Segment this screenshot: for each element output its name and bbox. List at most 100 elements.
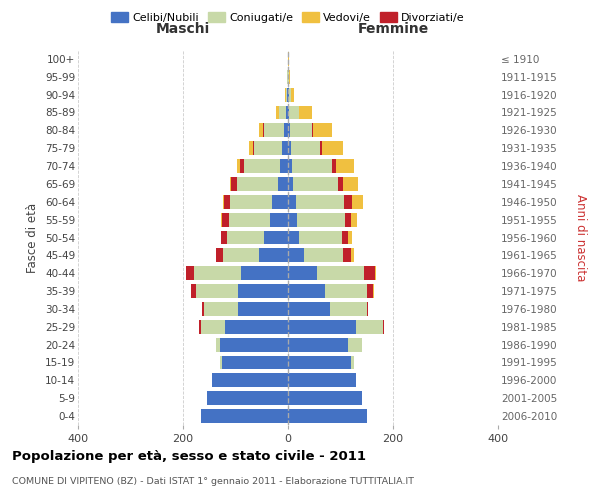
Bar (343, 248, 351, 262)
Legend: Celibi/Nubili, Coniugati/e, Vedovi/e, Divorziati/e: Celibi/Nubili, Coniugati/e, Vedovi/e, Di… (107, 8, 469, 28)
Bar (278, 106, 286, 120)
Bar (238, 302, 288, 316)
Bar (356, 320, 383, 334)
Bar (288, 195, 296, 209)
Bar (341, 230, 348, 244)
Y-axis label: Anni di nascita: Anni di nascita (574, 194, 587, 281)
Bar (230, 195, 272, 209)
Bar (348, 230, 352, 244)
Bar (272, 195, 288, 209)
Bar (280, 159, 288, 173)
Bar (230, 177, 232, 191)
Bar (288, 141, 290, 155)
Bar (240, 159, 244, 173)
Bar (351, 212, 358, 226)
Bar (220, 356, 223, 370)
Bar (351, 356, 353, 370)
Bar (282, 141, 288, 155)
Bar (202, 320, 225, 334)
Bar (330, 302, 367, 316)
Bar (299, 106, 311, 120)
Bar (277, 177, 288, 191)
Bar (223, 356, 288, 370)
Bar (299, 230, 341, 244)
Bar (199, 320, 202, 334)
Bar (289, 106, 299, 120)
Bar (237, 159, 240, 173)
Bar (191, 284, 196, 298)
Bar (263, 124, 264, 138)
Bar (253, 141, 254, 155)
Bar (288, 212, 298, 226)
Bar (290, 124, 312, 138)
Bar (332, 159, 336, 173)
Bar (215, 248, 223, 262)
Bar (202, 302, 204, 316)
Bar (215, 338, 220, 351)
Bar (229, 212, 269, 226)
Bar (351, 248, 353, 262)
Bar (364, 266, 374, 280)
Bar (221, 230, 227, 244)
Bar (227, 230, 265, 244)
Bar (236, 177, 277, 191)
Bar (312, 124, 313, 138)
Bar (288, 266, 317, 280)
Bar (293, 177, 338, 191)
Bar (298, 212, 344, 226)
Bar (193, 266, 241, 280)
Text: COMUNE DI VIPITENO (BZ) - Dati ISTAT 1° gennaio 2011 - Elaborazione TUTTITALIA.I: COMUNE DI VIPITENO (BZ) - Dati ISTAT 1° … (12, 478, 414, 486)
Bar (290, 141, 320, 155)
Bar (345, 212, 351, 226)
Bar (288, 230, 299, 244)
Bar (322, 141, 343, 155)
Bar (224, 195, 230, 209)
Bar (288, 356, 351, 370)
Bar (220, 338, 288, 351)
Bar (264, 124, 284, 138)
Bar (288, 159, 292, 173)
Bar (296, 195, 344, 209)
Y-axis label: Fasce di età: Fasce di età (26, 202, 40, 272)
Bar (349, 338, 361, 351)
Bar (212, 374, 288, 388)
Bar (202, 409, 288, 423)
Bar (225, 320, 288, 334)
Bar (286, 88, 287, 102)
Bar (185, 266, 193, 280)
Bar (241, 266, 288, 280)
Bar (374, 266, 376, 280)
Bar (325, 284, 367, 298)
Bar (343, 177, 358, 191)
Bar (244, 159, 280, 173)
Bar (367, 302, 368, 316)
Bar (317, 266, 364, 280)
Bar (238, 284, 288, 298)
Bar (289, 70, 290, 84)
Bar (292, 159, 332, 173)
Bar (265, 230, 288, 244)
Bar (288, 106, 289, 120)
Bar (320, 141, 322, 155)
Bar (259, 248, 288, 262)
Bar (288, 320, 356, 334)
Bar (223, 195, 224, 209)
Bar (304, 248, 343, 262)
Bar (196, 284, 238, 298)
Bar (288, 124, 290, 138)
Bar (232, 177, 236, 191)
Bar (289, 88, 291, 102)
Bar (286, 106, 288, 120)
Bar (288, 177, 293, 191)
Text: Maschi: Maschi (156, 22, 210, 36)
Bar (204, 302, 238, 316)
Bar (288, 391, 361, 405)
Bar (206, 391, 288, 405)
Bar (288, 338, 349, 351)
Bar (284, 124, 288, 138)
Bar (223, 212, 229, 226)
Bar (288, 374, 356, 388)
Bar (336, 159, 354, 173)
Bar (338, 177, 343, 191)
Bar (248, 141, 253, 155)
